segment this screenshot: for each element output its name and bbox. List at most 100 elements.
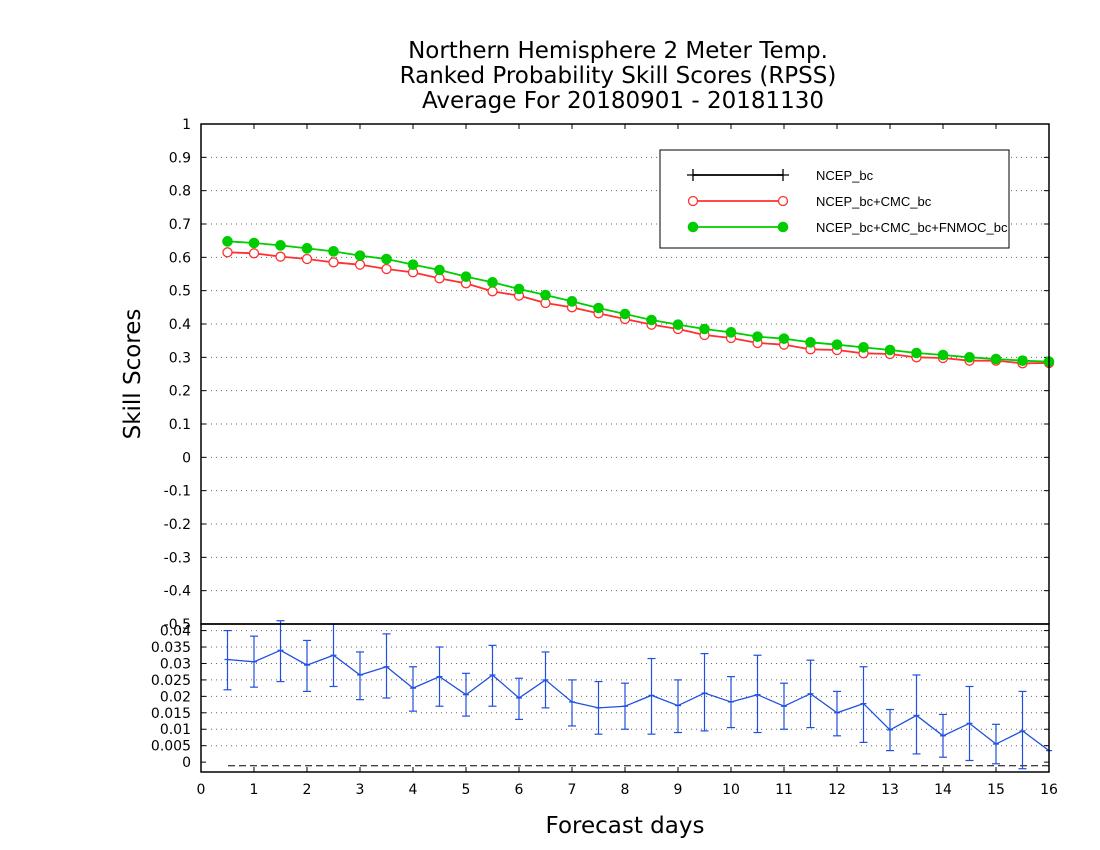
x-tick-label: 2	[303, 782, 312, 798]
series-2-point	[884, 344, 896, 356]
x-tick-label: 0	[197, 782, 206, 798]
series-line-2	[227, 240, 1050, 363]
series-1-point	[301, 253, 313, 265]
series-2-point	[248, 237, 260, 249]
x-tick-label: 3	[356, 782, 365, 798]
series-2-point	[619, 308, 631, 320]
bottom-y-tick-label: 0.005	[151, 739, 191, 755]
series-2-point	[487, 277, 498, 288]
series-line-1	[227, 251, 1050, 365]
bottom-y-tick-label: 0.035	[151, 640, 191, 656]
x-tick-label: 8	[621, 782, 630, 798]
legend-marker-start-0	[687, 169, 699, 181]
series-2-point	[964, 352, 975, 363]
difference-line	[227, 649, 1050, 752]
series-2-point	[354, 250, 366, 261]
legend-marker-end-2	[777, 221, 789, 233]
series-2-point	[911, 347, 922, 359]
series-2-point	[540, 289, 551, 301]
series-2-point	[301, 243, 313, 254]
bottom-y-tick-label: 0.01	[160, 722, 191, 738]
x-tick-label: 7	[568, 782, 577, 798]
top-y-tick-label: 0.6	[169, 250, 191, 266]
top-y-tick-label: 0.7	[169, 217, 191, 233]
top-y-tick-label: 1	[182, 117, 191, 133]
legend-marker-end-0	[777, 169, 789, 181]
x-tick-label: 4	[409, 782, 418, 798]
series-1-point	[248, 248, 260, 259]
x-tick-label: 5	[462, 782, 471, 798]
series-2-point	[672, 319, 684, 330]
series-2-point	[328, 246, 339, 257]
series-2-point	[699, 323, 710, 335]
series-2-point	[752, 331, 763, 342]
x-tick-label: 13	[881, 782, 899, 798]
top-y-tick-label: -0.5	[164, 617, 191, 633]
bottom-y-tick-label: 0.04	[160, 624, 191, 640]
series-2-point	[434, 264, 445, 276]
top-panel-y-ticks: -0.5 -0.4 -0.3 -0.2 -0.1 0 0.1 0.2 0.3 0.4 0.5 0.6 0…	[164, 117, 1049, 633]
top-y-tick-label: -0.2	[164, 517, 191, 533]
series-2-point	[858, 342, 869, 353]
legend-box	[659, 149, 1010, 249]
series-layer	[222, 236, 1055, 369]
top-y-tick-label: -0.1	[164, 484, 191, 500]
series-2-point	[937, 349, 949, 361]
top-y-tick-label: 0.4	[169, 317, 191, 333]
series-1-point	[487, 286, 498, 297]
series-2-point	[275, 240, 286, 251]
x-tick-label: 6	[515, 782, 524, 798]
legend-label-1: NCEP_bc+CMC_bc	[816, 194, 932, 209]
x-tick-label: 12	[828, 782, 846, 798]
series-2-point	[778, 333, 790, 344]
top-y-tick-label: 0.5	[169, 284, 191, 300]
series-2-point	[513, 283, 525, 295]
chart-title-line-1: Northern Hemisphere 2 Meter Temp.	[408, 38, 828, 64]
legend-marker-start-2	[687, 221, 699, 233]
x-tick-label: 11	[775, 782, 793, 798]
series-2-point	[593, 302, 604, 314]
x-axis-ticks: 0 1 2 3 4 5 6 7 8 9 10 11 12 13 14 15 16	[197, 124, 1058, 798]
x-tick-label: 9	[674, 782, 683, 798]
legend-entries: NCEP_bc NCEP_bc+CMC_bc NCEP_bc+CMC_bc+FNMO…	[687, 168, 1008, 235]
series-2-point	[990, 353, 1002, 365]
series-2-point	[407, 259, 419, 270]
top-y-tick-label: -0.4	[164, 584, 191, 600]
y-axis-label: Skill Scores	[120, 309, 146, 440]
bottom-y-tick-label: 0	[182, 755, 191, 771]
bottom-y-tick-label: 0.015	[151, 706, 191, 722]
legend-label-2: NCEP_bc+CMC_bc+FNMOC_bc	[816, 220, 1008, 235]
series-2-point	[646, 314, 657, 326]
bottom-plot-frame	[200, 623, 1050, 773]
series-2-point	[222, 236, 233, 247]
top-y-tick-label: 0.2	[169, 384, 191, 400]
series-2-point	[460, 271, 472, 282]
x-tick-label: 10	[722, 782, 740, 798]
legend: NCEP_bc NCEP_bc+CMC_bc NCEP_bc+CMC_bc+FNMO…	[659, 149, 1010, 249]
series-2-point	[831, 339, 843, 350]
chart-title-line-2: Ranked Probability Skill Scores (RPSS)	[400, 63, 837, 89]
series-1-point	[222, 247, 233, 258]
difference-series-layer	[223, 620, 1052, 770]
bottom-y-tick-label: 0.02	[160, 689, 191, 705]
bottom-y-tick-label: 0.025	[151, 673, 191, 689]
series-2-point	[381, 253, 392, 265]
legend-marker-end-1	[777, 195, 789, 207]
top-y-tick-label: 0	[182, 450, 191, 466]
series-1-point	[275, 251, 286, 262]
series-2-point	[805, 337, 816, 348]
series-1-point	[381, 263, 392, 275]
series-2-point	[566, 296, 578, 307]
top-y-tick-label: -0.3	[164, 550, 191, 566]
x-tick-label: 14	[934, 782, 952, 798]
series-2-point	[1017, 355, 1028, 366]
top-y-tick-label: 0.3	[169, 350, 191, 366]
chart-title-line-3: Average For 20180901 - 20181130	[422, 88, 824, 114]
top-y-tick-label: 0.9	[169, 150, 191, 166]
series-1-point	[354, 259, 366, 270]
top-y-tick-label: 0.1	[169, 417, 191, 433]
series-2-point	[725, 327, 737, 338]
x-tick-label: 15	[987, 782, 1005, 798]
